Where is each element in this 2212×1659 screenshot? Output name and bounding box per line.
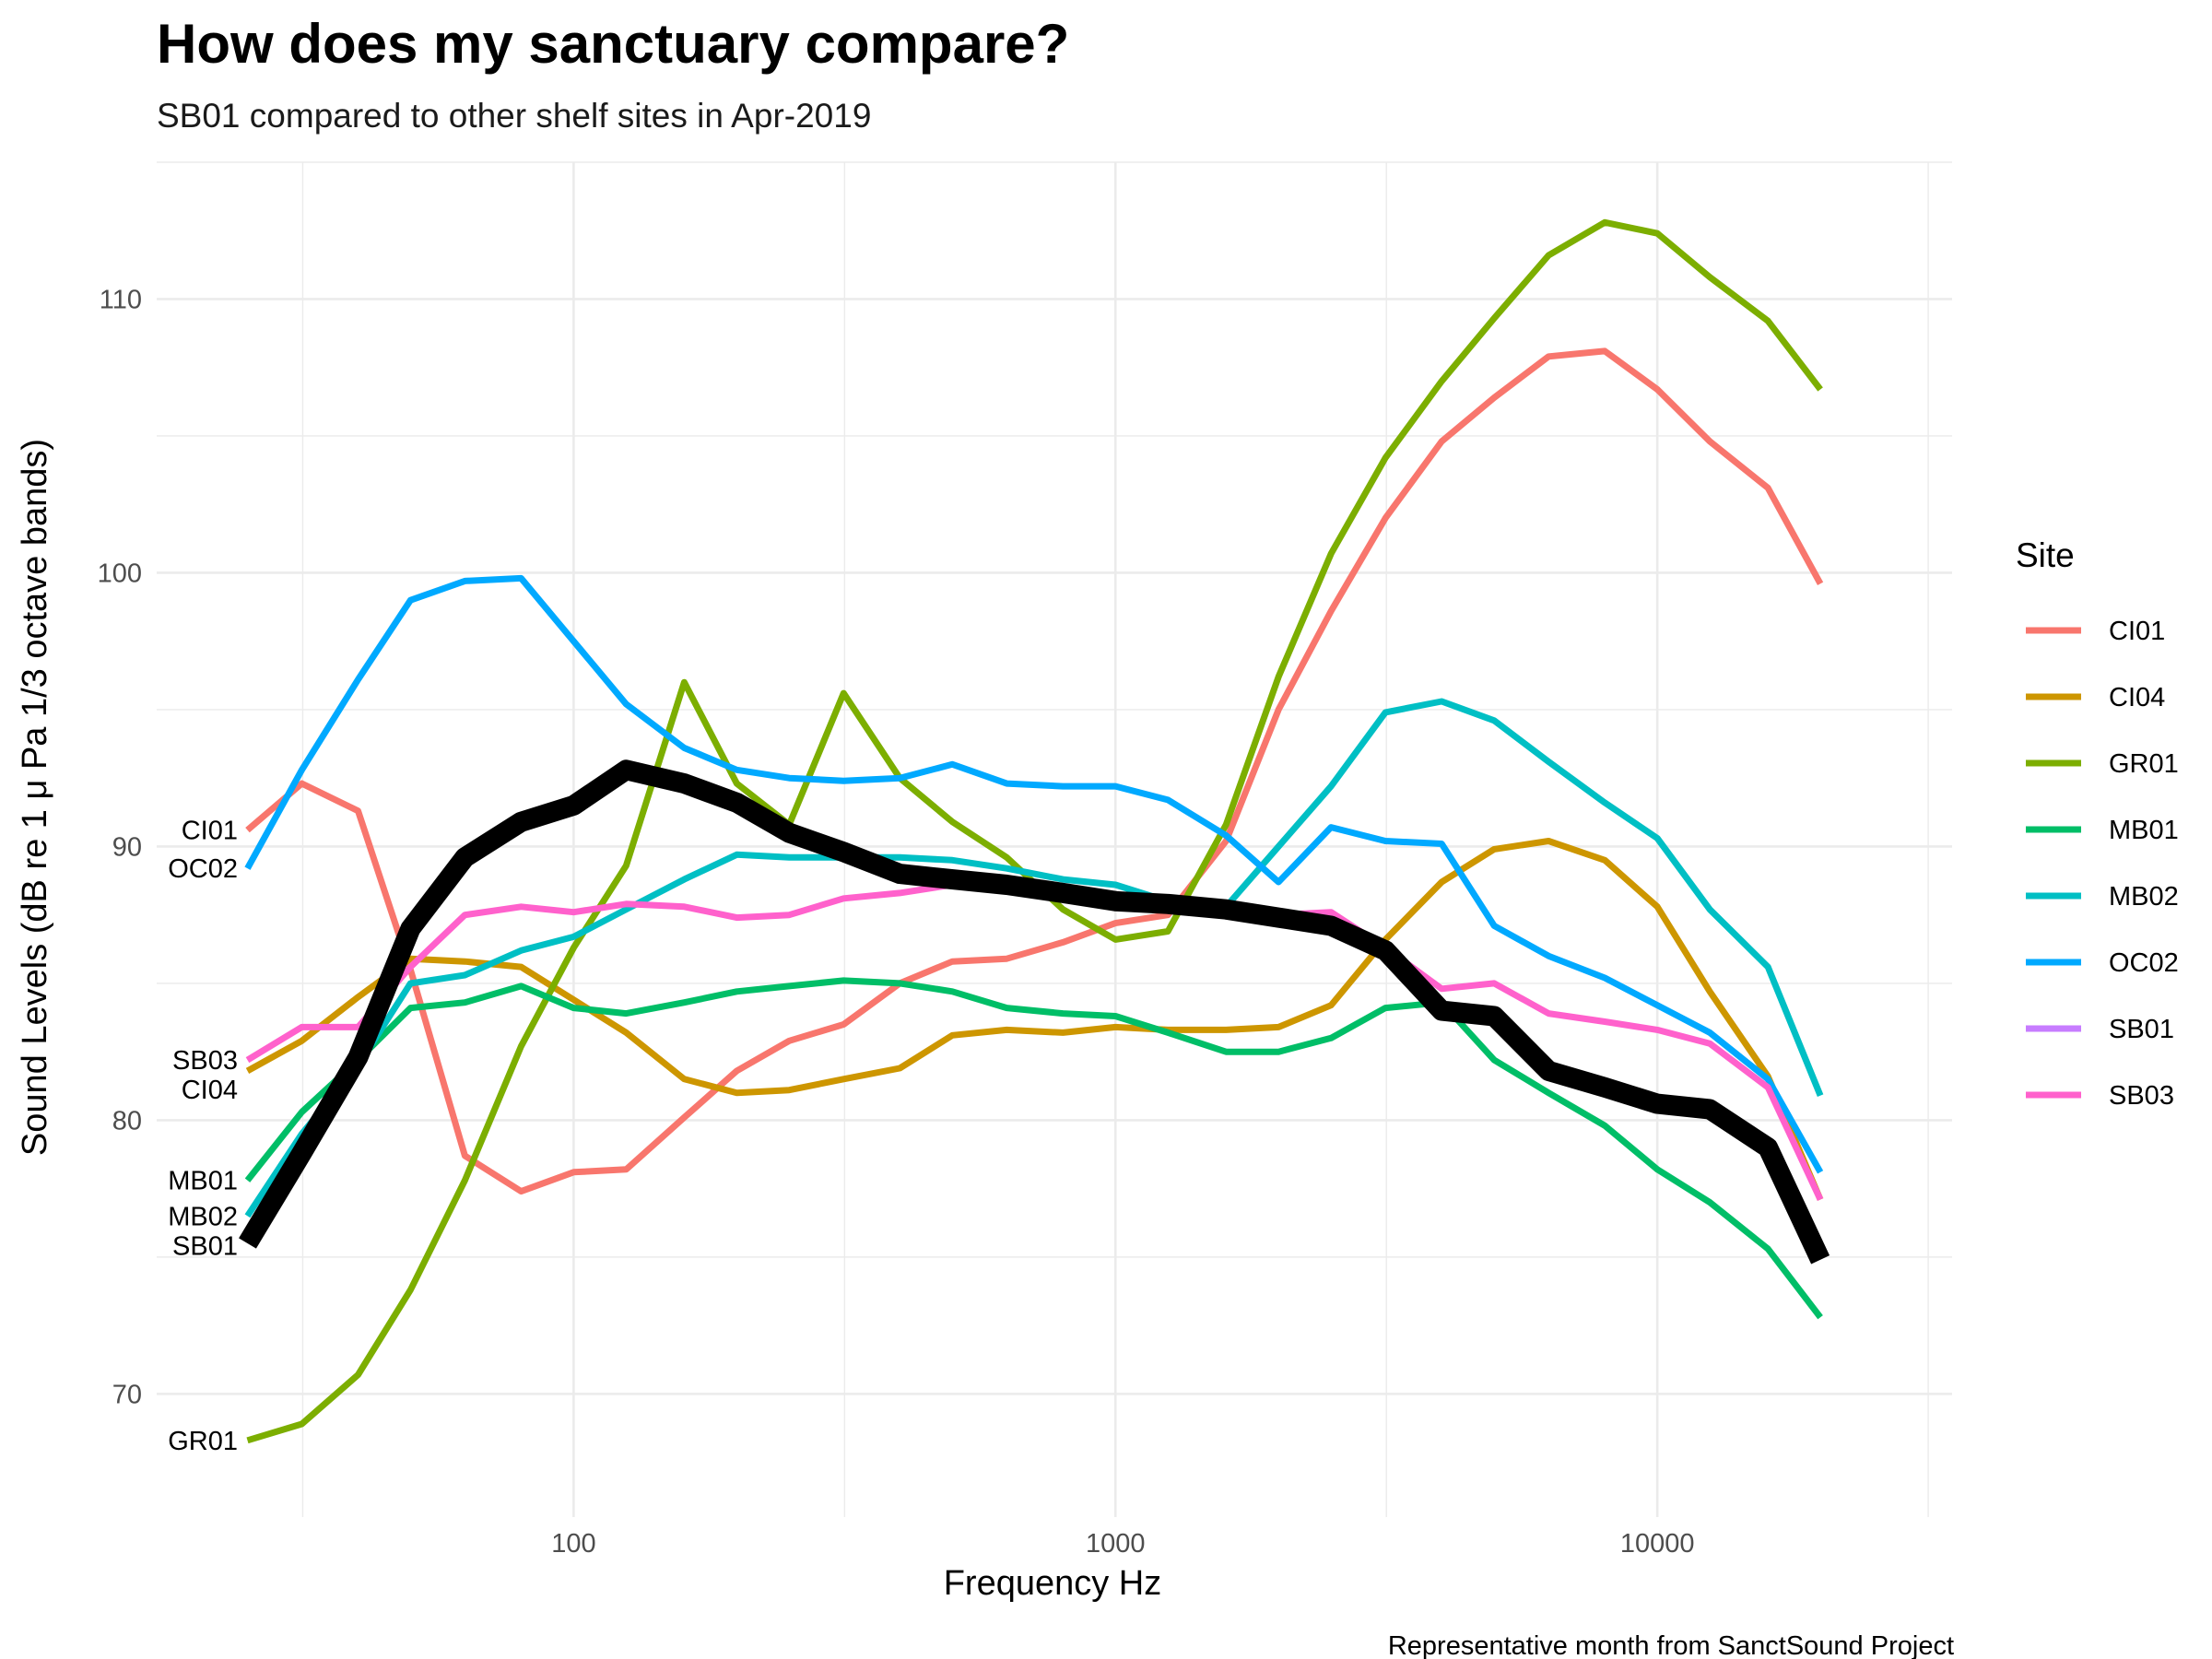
series-line-sb01 bbox=[239, 759, 1830, 1265]
end-label-mb01: MB01 bbox=[168, 1167, 238, 1196]
series-line-oc02 bbox=[244, 574, 1824, 1174]
legend-title: Site bbox=[2016, 536, 2075, 574]
x-tick-label: 10000 bbox=[1620, 1529, 1695, 1559]
y-tick-label: 110 bbox=[100, 285, 142, 314]
end-label-sb01: SB01 bbox=[172, 1231, 238, 1261]
legend-item-oc02: OC02 bbox=[2026, 948, 2179, 978]
end-label-sb03: SB03 bbox=[172, 1046, 238, 1076]
x-axis-title: Frequency Hz bbox=[944, 1564, 1162, 1603]
legend-item-sb01: SB01 bbox=[2026, 1015, 2174, 1044]
legend-item-ci01: CI01 bbox=[2026, 617, 2165, 646]
y-tick-label: 100 bbox=[98, 559, 142, 588]
legend-item-ci04: CI04 bbox=[2026, 683, 2165, 712]
legend-label: CI04 bbox=[2109, 683, 2165, 712]
chart-caption: Representative month from SanctSound Pro… bbox=[1388, 1631, 1954, 1659]
y-axis-ticks: 70 80 90 100 110 bbox=[98, 285, 142, 1409]
x-tick-label: 100 bbox=[551, 1529, 595, 1559]
end-label-oc02: OC02 bbox=[168, 854, 238, 884]
end-label-gr01: GR01 bbox=[168, 1427, 238, 1456]
legend-label: SB03 bbox=[2109, 1081, 2174, 1111]
y-tick-label: 80 bbox=[112, 1106, 142, 1135]
legend-item-sb03: SB03 bbox=[2026, 1081, 2174, 1111]
y-tick-label: 70 bbox=[112, 1380, 142, 1409]
legend-item-gr01: GR01 bbox=[2026, 749, 2179, 779]
legend-label: MB02 bbox=[2109, 882, 2179, 912]
legend-label: CI01 bbox=[2109, 617, 2165, 646]
legend-item-mb02: MB02 bbox=[2026, 882, 2179, 912]
series-line-sb03 bbox=[245, 881, 1824, 1201]
legend-label: GR01 bbox=[2109, 749, 2179, 779]
legend: Site CI01 CI04 GR01 MB01 MB02 OC02 SB01 SB03 bbox=[2016, 536, 2179, 1111]
grid bbox=[157, 161, 1952, 1517]
x-axis-ticks: 100 1000 10000 bbox=[551, 1529, 1694, 1559]
series-line-ci04 bbox=[245, 838, 1824, 1201]
legend-label: OC02 bbox=[2109, 948, 2179, 978]
x-tick-label: 1000 bbox=[1086, 1529, 1146, 1559]
y-tick-label: 90 bbox=[112, 832, 142, 862]
legend-item-mb01: MB01 bbox=[2026, 816, 2179, 845]
series-line-ci01 bbox=[245, 347, 1824, 1195]
chart-subtitle: SB01 compared to other shelf sites in Ap… bbox=[157, 97, 871, 135]
end-label-ci04: CI04 bbox=[182, 1076, 238, 1105]
series-lines bbox=[239, 218, 1830, 1444]
y-axis-title: Sound Levels (dB re 1 μ Pa 1/3 octave ba… bbox=[16, 439, 54, 1156]
legend-label: MB01 bbox=[2109, 816, 2179, 845]
chart-title: How does my sanctuary compare? bbox=[157, 13, 1069, 75]
series-line-mb01 bbox=[244, 977, 1823, 1320]
end-label-ci01: CI01 bbox=[182, 817, 238, 846]
legend-label: SB01 bbox=[2109, 1015, 2174, 1044]
end-label-mb02: MB02 bbox=[168, 1202, 238, 1231]
series-line-mb02 bbox=[244, 698, 1824, 1218]
legend-items: CI01 CI04 GR01 MB01 MB02 OC02 SB01 SB03 bbox=[2026, 617, 2179, 1111]
